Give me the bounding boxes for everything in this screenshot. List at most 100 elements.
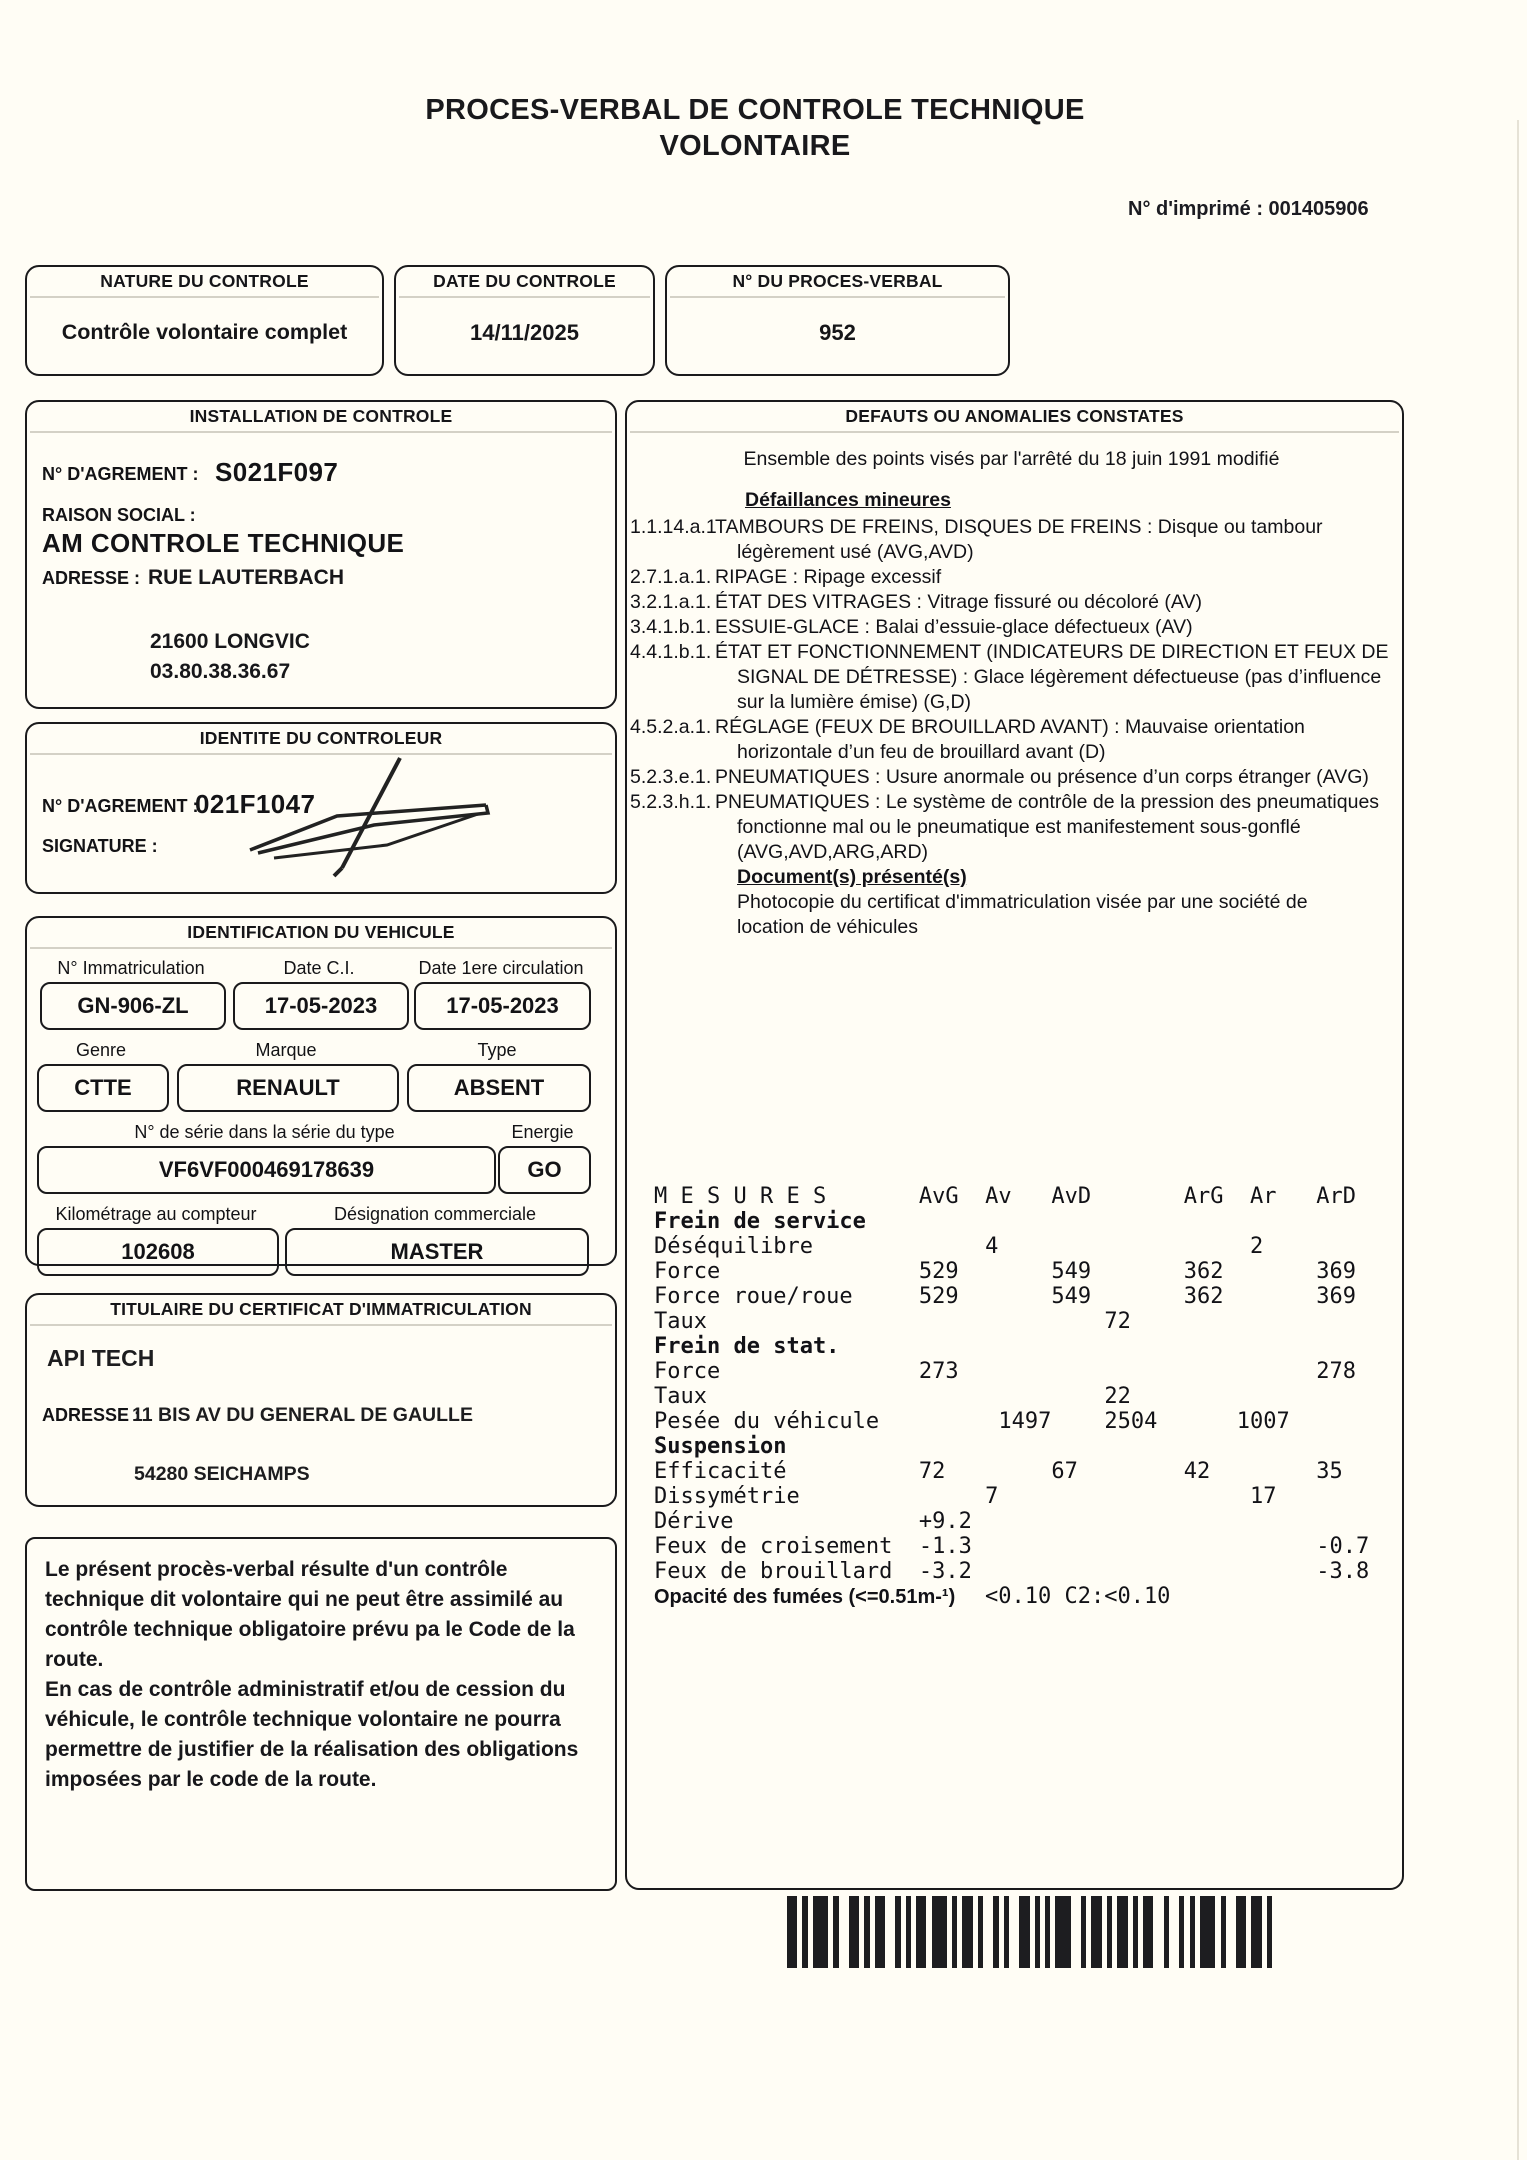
barcode-gap	[1272, 1896, 1282, 1968]
box-nature-du-controle: NATURE DU CONTROLE Contrôle volontaire c…	[25, 265, 384, 376]
design-field: MASTER	[285, 1228, 589, 1276]
barcode-bar	[833, 1896, 839, 1968]
titulaire-ville: 54280 SEICHAMPS	[134, 1463, 310, 1485]
barcode-bar	[993, 1896, 999, 1968]
defaillances-mineures-header: Défaillances mineures	[745, 489, 951, 511]
titulaire-nom: API TECH	[47, 1345, 155, 1371]
controleur-signature-label: SIGNATURE :	[42, 836, 158, 856]
opacity-value: <0.10 C2:<0.10	[985, 1584, 1171, 1609]
barcode-bar	[962, 1896, 973, 1968]
mesures-line: Taux 72	[654, 1309, 1131, 1334]
date-value: 14/11/2025	[470, 319, 579, 345]
legal-paragraph-1: Le présent procès-verbal résulte d'un co…	[45, 1558, 575, 1671]
defect-text: TAMBOURS DE FREINS, DISQUES DE FREINS : …	[715, 516, 1323, 563]
box-legal-notice: Le présent procès-verbal résulte d'un co…	[25, 1537, 617, 1891]
barcode-bar	[1003, 1896, 1009, 1968]
dateci-label: Date C.I.	[283, 958, 355, 978]
defect-item: 5.2.3.e.1. PNEUMATIQUES : Usure anormale …	[627, 765, 1396, 790]
title-rule	[30, 947, 612, 949]
immat-label: N° Immatriculation	[57, 958, 205, 978]
barcode-bar	[848, 1896, 860, 1968]
genre-label: Genre	[75, 1040, 127, 1060]
barcode-bar	[1106, 1896, 1113, 1968]
barcode-gap	[1071, 1896, 1081, 1968]
vehicule-title: IDENTIFICATION DU VEHICULE	[187, 922, 455, 942]
mesures-line: Force 273 278	[654, 1359, 1356, 1384]
mesures-line: Force roue/roue 529 549 362 369	[654, 1284, 1356, 1309]
page-title-line1: PROCES-VERBAL DE CONTROLE TECHNIQUE	[425, 94, 1085, 126]
mesures-line: Frein de stat.	[654, 1334, 840, 1359]
box-date-title: DATE DU CONTROLE	[433, 271, 616, 291]
title-rule	[670, 296, 1005, 298]
controleur-title: IDENTITE DU CONTROLEUR	[199, 728, 443, 748]
mesures-line: Feux de brouillard -3.2 -3.8	[654, 1559, 1370, 1584]
barcode-bar	[1199, 1896, 1216, 1968]
defauts-intro: Ensemble des points visés par l'arrêté d…	[743, 448, 1280, 470]
km-label: Kilométrage au compteur	[55, 1204, 257, 1224]
defect-text: ÉTAT ET FONCTIONNEMENT (INDICATEURS DE D…	[715, 641, 1389, 713]
barcode-gap	[983, 1896, 993, 1968]
title-rule	[30, 431, 612, 433]
mesures-line: Dérive +9.2	[654, 1509, 972, 1534]
controleur-agrement-label: N° D'AGREMENT :	[42, 796, 199, 816]
barcode-bar	[1045, 1896, 1051, 1968]
page-title: PROCES-VERBAL DE CONTROLE TECHNIQUE VOLO…	[0, 92, 1510, 164]
date1-field: 17-05-2023	[414, 982, 591, 1030]
box-identite-du-controleur: IDENTITE DU CONTROLEUR N° D'AGREMENT : 0…	[25, 722, 617, 894]
barcode-gap	[1226, 1896, 1236, 1968]
mesures-line: Déséquilibre 4 2	[654, 1234, 1264, 1259]
serie-field: VF6VF000469178639	[37, 1146, 496, 1194]
energie-field: GO	[498, 1146, 591, 1194]
barcode-bar	[1132, 1896, 1138, 1968]
marque-field: RENAULT	[177, 1064, 399, 1112]
defect-item: 3.2.1.a.1. ÉTAT DES VITRAGES : Vitrage fi…	[627, 590, 1396, 615]
mesures-line: Suspension	[654, 1434, 787, 1459]
date1-label: Date 1ere circulation	[418, 958, 584, 978]
barcode-bar	[787, 1896, 798, 1968]
defect-text: RIPAGE : Ripage excessif	[715, 566, 942, 588]
barcode-bar	[1189, 1896, 1195, 1968]
mesures-line: Frein de service	[654, 1209, 866, 1234]
pv-value: 952	[819, 319, 856, 345]
barcode-bar	[1091, 1896, 1102, 1968]
title-rule	[30, 1324, 612, 1326]
barcode-bar	[1034, 1896, 1040, 1968]
title-rule	[630, 431, 1399, 433]
documents-presentes-text: Photocopie du certificat d'immatriculati…	[737, 891, 1308, 938]
defect-text: PNEUMATIQUES : Le système de contrôle de…	[715, 791, 1380, 863]
mesures-line: Pesée du véhicule 1497 2504 1007	[654, 1409, 1290, 1434]
immat-field: GN-906-ZL	[40, 982, 226, 1030]
print-number: N° d'imprimé : 001405906	[1128, 198, 1369, 220]
barcode-bar	[977, 1896, 984, 1968]
defauts-content: Ensemble des points visés par l'arrêté d…	[627, 438, 1396, 940]
barcode-bar	[931, 1896, 947, 1968]
defect-text: PNEUMATIQUES : Usure anormale ou présenc…	[715, 766, 1369, 788]
title-rule	[30, 296, 379, 298]
barcode-bar	[952, 1896, 958, 1968]
barcode-bar	[1235, 1896, 1247, 1968]
mesures-line: Feux de croisement -1.3 -0.7	[654, 1534, 1370, 1559]
defect-code: 2.7.1.a.1.	[630, 566, 712, 588]
mesures-line: Taux 22	[654, 1384, 1131, 1409]
installation-agrement-value: S021F097	[215, 457, 339, 487]
defect-code: 5.2.3.h.1.	[630, 791, 712, 813]
defect-text: RÉGLAGE (FEUX DE BROUILLARD AVANT) : Mau…	[715, 716, 1305, 763]
titulaire-adresse-value: 11 BIS AV DU GENERAL DE GAULLE	[132, 1404, 473, 1426]
titulaire-adresse-label: ADRESSE :	[42, 1405, 141, 1425]
dateci-field: 17-05-2023	[233, 982, 409, 1030]
defect-item: 3.4.1.b.1. ESSUIE-GLACE : Balai d’essuie-…	[627, 615, 1396, 640]
energie-label: Energie	[511, 1122, 574, 1142]
barcode-bar	[1055, 1896, 1071, 1968]
defect-code: 1.1.14.a.1	[630, 516, 717, 538]
nature-value: Contrôle volontaire complet	[61, 320, 348, 344]
barcode-bar	[812, 1896, 829, 1968]
box-identification-du-vehicule: IDENTIFICATION DU VEHICULE N° Immatricul…	[25, 916, 617, 1276]
mesures-line: Force 529 549 362 369	[654, 1259, 1356, 1284]
mesures-line: Efficacité 72 67 42 35	[654, 1459, 1343, 1484]
mesures-lines: M E S U R E S AvG Av AvD ArG Ar ArD Frein…	[654, 1184, 1369, 1584]
installation-adresse-value: RUE LAUTERBACH	[148, 566, 344, 589]
defect-code: 4.4.1.b.1.	[630, 641, 712, 663]
barcode-gap	[1153, 1896, 1163, 1968]
barcode-bar	[1117, 1896, 1128, 1968]
